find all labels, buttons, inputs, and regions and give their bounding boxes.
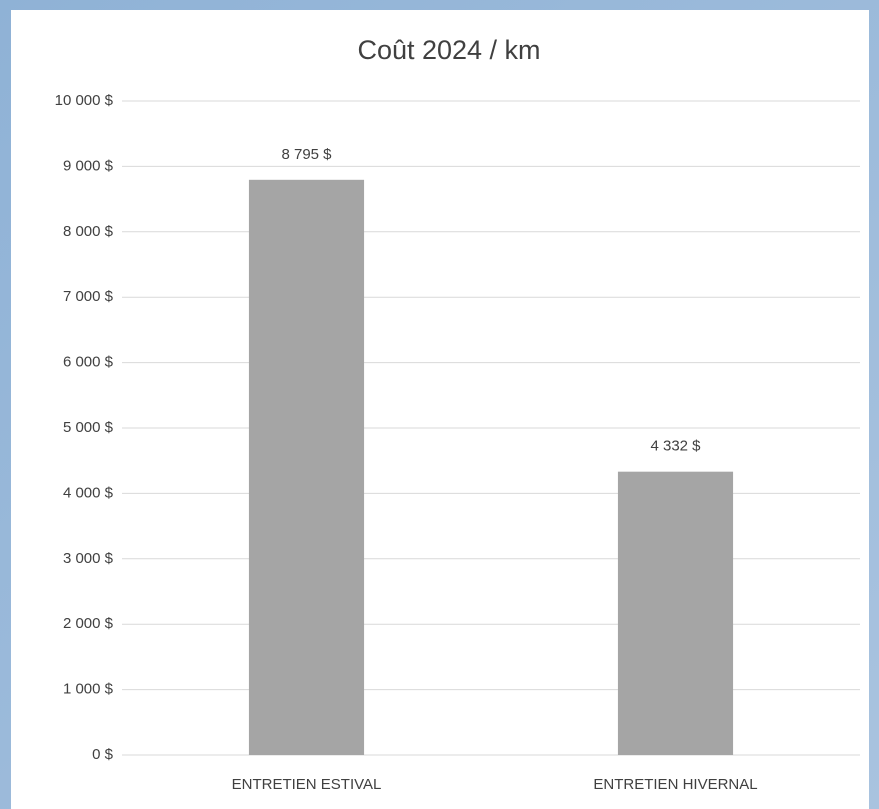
y-tick-label: 0 $ <box>92 746 114 763</box>
data-label: 4 332 $ <box>650 438 701 455</box>
y-tick-label: 7 000 $ <box>63 288 114 305</box>
y-tick-label: 3 000 $ <box>63 550 114 567</box>
chart-title: Coût 2024 / km <box>357 35 540 65</box>
y-tick-label: 1 000 $ <box>63 681 114 698</box>
y-tick-label: 6 000 $ <box>63 354 114 371</box>
y-tick-label: 4 000 $ <box>63 484 114 501</box>
y-tick-label: 5 000 $ <box>63 419 114 436</box>
y-tick-label: 10 000 $ <box>55 92 114 109</box>
bar <box>248 179 365 755</box>
y-tick-label: 2 000 $ <box>63 615 114 632</box>
bar <box>617 471 734 755</box>
y-tick-label: 8 000 $ <box>63 223 114 240</box>
data-label: 8 795 $ <box>281 146 332 163</box>
x-tick-label: ENTRETIEN ESTIVAL <box>232 776 382 793</box>
x-tick-label: ENTRETIEN HIVERNAL <box>593 776 757 793</box>
y-tick-label: 9 000 $ <box>63 157 114 174</box>
